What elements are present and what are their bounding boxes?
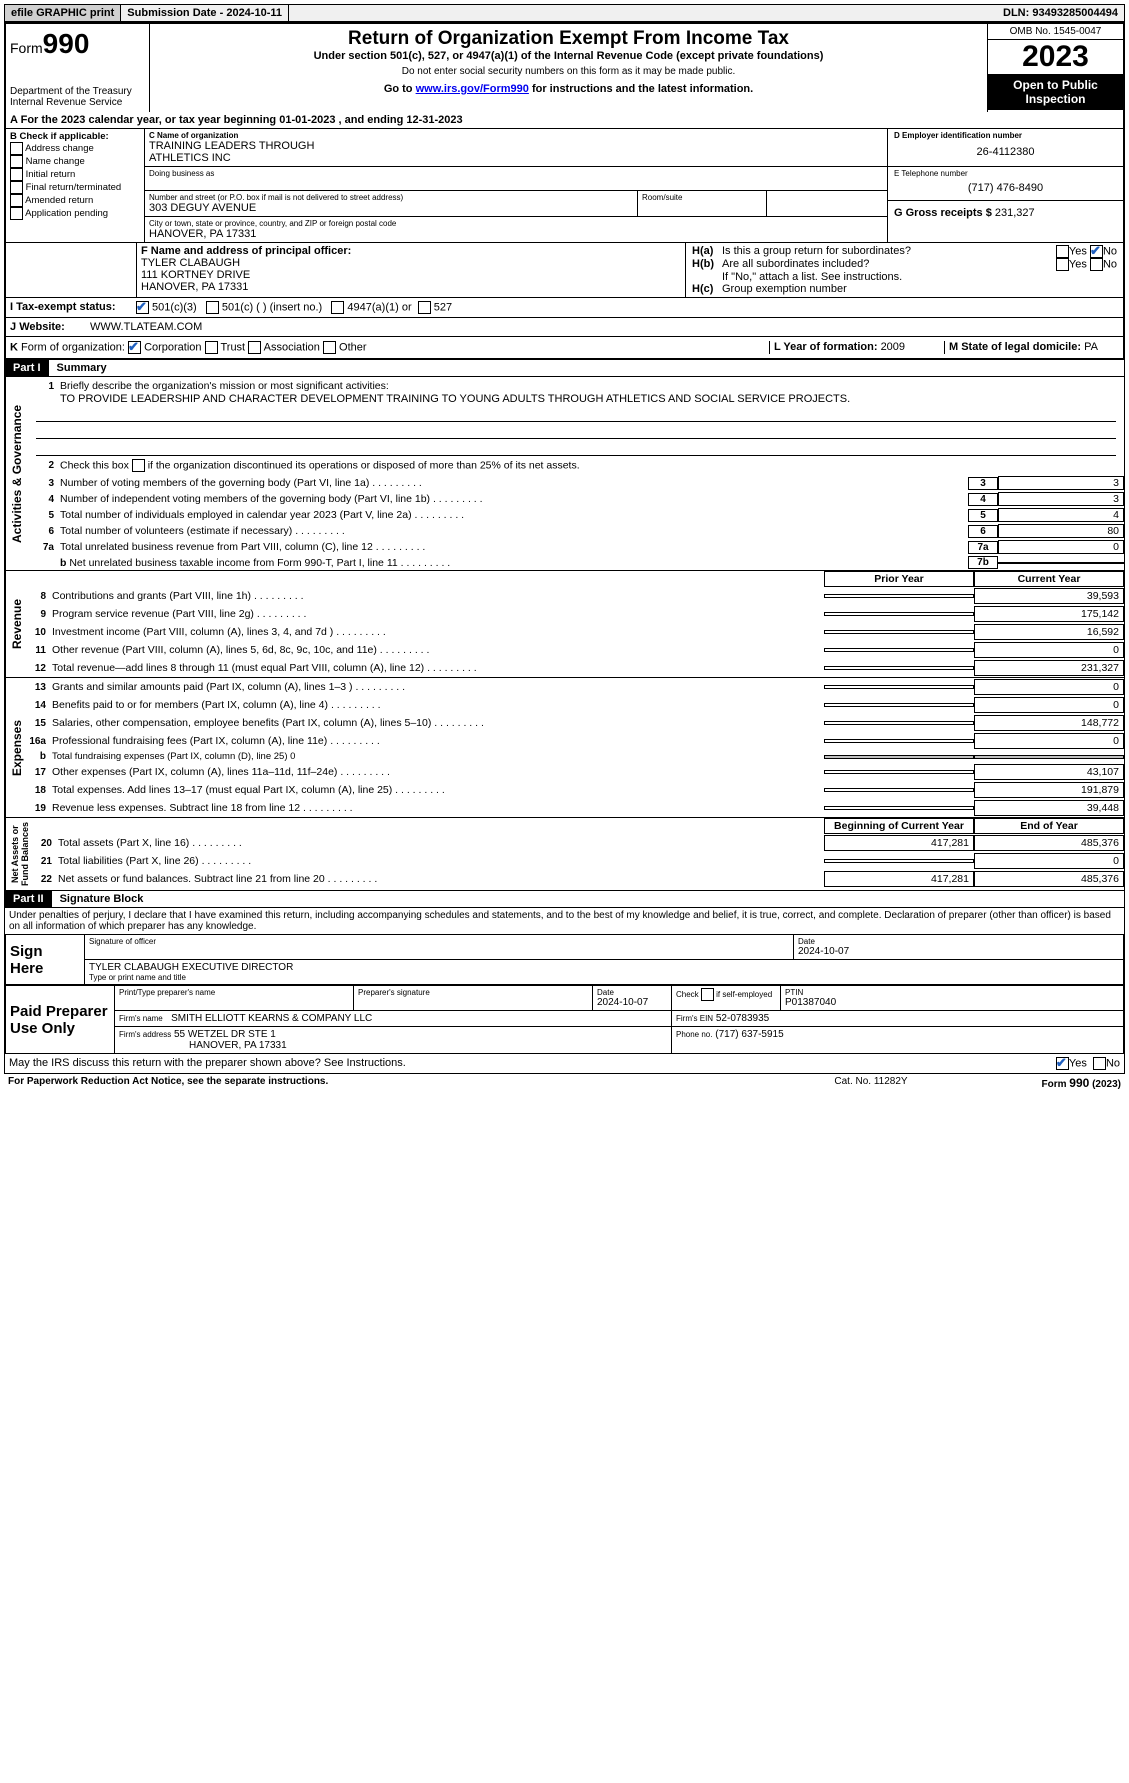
sign-here: Sign Here xyxy=(6,935,85,985)
boxb-item: Application pending xyxy=(10,207,140,220)
summary-line: 3Number of voting members of the governi… xyxy=(28,475,1124,491)
org-address: 303 DEGUY AVENUE xyxy=(149,202,633,214)
ssn-warning: Do not enter social security numbers on … xyxy=(158,66,979,77)
ptin: P01387040 xyxy=(785,997,1119,1008)
vert-expenses: Expenses xyxy=(5,678,28,817)
assoc-checkbox[interactable] xyxy=(248,341,261,354)
finance-line: 21Total liabilities (Part X, line 26)0 xyxy=(34,852,1124,870)
hb-yes-checkbox[interactable] xyxy=(1056,258,1069,271)
501c-checkbox[interactable] xyxy=(206,301,219,314)
firm-ein: 52-0783935 xyxy=(716,1013,769,1024)
form-footer: Form 990 (2023) xyxy=(971,1076,1121,1090)
finance-line: 8Contributions and grants (Part VIII, li… xyxy=(28,587,1124,605)
year-formation: L Year of formation: 2009 xyxy=(769,341,944,354)
ha-yes-checkbox[interactable] xyxy=(1056,245,1069,258)
summary-line: 4Number of independent voting members of… xyxy=(28,491,1124,507)
boxb-item: Name change xyxy=(10,155,140,168)
box-deg: D Employer identification number 26-4112… xyxy=(888,129,1123,242)
mission-text: TO PROVIDE LEADERSHIP AND CHARACTER DEVE… xyxy=(36,393,1116,405)
efile-print-button[interactable]: efile GRAPHIC print xyxy=(5,5,121,21)
boxb-item: Final return/terminated xyxy=(10,181,140,194)
boxb-item: Initial return xyxy=(10,168,140,181)
firm-name: SMITH ELLIOTT KEARNS & COMPANY LLC xyxy=(171,1013,372,1024)
tax-year: 2023 xyxy=(988,40,1123,74)
finance-line: 10Investment income (Part VIII, column (… xyxy=(28,623,1124,641)
dln: DLN: 93493285004494 xyxy=(997,5,1124,21)
website: WWW.TLATEAM.COM xyxy=(90,321,202,333)
vert-netassets: Net Assets or Fund Balances xyxy=(5,818,34,890)
paid-preparer-label: Paid Preparer Use Only xyxy=(6,986,115,1054)
form-id: Form990 Department of the Treasury Inter… xyxy=(6,24,150,112)
phone: (717) 476-8490 xyxy=(894,178,1117,198)
finance-line: 16aProfessional fundraising fees (Part I… xyxy=(28,732,1124,750)
finance-line: 20Total assets (Part X, line 16)417,2814… xyxy=(34,834,1124,852)
boxb-item: Address change xyxy=(10,142,140,155)
year-block: OMB No. 1545-0047 2023 Open to Public In… xyxy=(988,24,1123,112)
finance-line: 12Total revenue—add lines 8 through 11 (… xyxy=(28,659,1124,677)
corp-checkbox[interactable] xyxy=(128,341,141,354)
box-b: B Check if applicable: Address change Na… xyxy=(6,129,145,242)
form-title-block: Return of Organization Exempt From Incom… xyxy=(150,24,988,112)
discuss-yes-checkbox[interactable] xyxy=(1056,1057,1069,1070)
org-city: HANOVER, PA 17331 xyxy=(149,228,883,240)
ein: 26-4112380 xyxy=(894,140,1117,164)
firm-phone: (717) 637-5915 xyxy=(715,1029,783,1040)
submission-date: Submission Date - 2024-10-11 xyxy=(121,5,289,21)
finance-line: 15Salaries, other compensation, employee… xyxy=(28,714,1124,732)
box-h: H(a)Is this a group return for subordina… xyxy=(686,243,1123,297)
501c3-checkbox[interactable] xyxy=(136,301,149,314)
finance-line: 13Grants and similar amounts paid (Part … xyxy=(28,678,1124,696)
gross-receipts: 231,327 xyxy=(995,207,1035,219)
summary-line: 7aTotal unrelated business revenue from … xyxy=(28,539,1124,555)
summary-line: b Net unrelated business taxable income … xyxy=(28,555,1124,570)
box-f: F Name and address of principal officer:… xyxy=(137,243,686,297)
finance-line: 17Other expenses (Part IX, column (A), l… xyxy=(28,763,1124,781)
ha-no-checkbox[interactable] xyxy=(1090,245,1103,258)
dept-treasury: Department of the Treasury Internal Reve… xyxy=(10,86,145,108)
discuss-no-checkbox[interactable] xyxy=(1093,1057,1106,1070)
state-domicile: M State of legal domicile: PA xyxy=(944,341,1119,354)
instructions-link[interactable]: www.irs.gov/Form990 xyxy=(416,83,529,95)
hb-no-checkbox[interactable] xyxy=(1090,258,1103,271)
other-checkbox[interactable] xyxy=(323,341,336,354)
discontinued-checkbox[interactable] xyxy=(132,459,145,472)
form-title: Return of Organization Exempt From Incom… xyxy=(158,28,979,50)
finance-line: 11Other revenue (Part VIII, column (A), … xyxy=(28,641,1124,659)
box-c: C Name of organization TRAINING LEADERS … xyxy=(145,129,888,242)
boxb-item: Amended return xyxy=(10,194,140,207)
open-inspection: Open to Public Inspection xyxy=(988,74,1123,110)
discuss-question: May the IRS discuss this return with the… xyxy=(9,1057,1056,1070)
officer-name: TYLER CLABAUGH EXECUTIVE DIRECTOR xyxy=(89,962,1119,973)
vert-revenue: Revenue xyxy=(5,571,28,677)
org-name: TRAINING LEADERS THROUGH ATHLETICS INC xyxy=(149,140,883,164)
omb-number: OMB No. 1545-0047 xyxy=(988,24,1123,40)
summary-line: 6Total number of volunteers (estimate if… xyxy=(28,523,1124,539)
finance-line: 14Benefits paid to or for members (Part … xyxy=(28,696,1124,714)
pra-notice: For Paperwork Reduction Act Notice, see … xyxy=(8,1076,771,1090)
finance-line: 18Total expenses. Add lines 13–17 (must … xyxy=(28,781,1124,799)
4947-checkbox[interactable] xyxy=(331,301,344,314)
vert-activities: Activities & Governance xyxy=(5,377,28,570)
finance-line: 19Revenue less expenses. Subtract line 1… xyxy=(28,799,1124,817)
summary-line: 5Total number of individuals employed in… xyxy=(28,507,1124,523)
finance-line: bTotal fundraising expenses (Part IX, co… xyxy=(28,750,1124,763)
self-employed-checkbox[interactable] xyxy=(701,988,714,1001)
instructions-link-row: Go to www.irs.gov/Form990 for instructio… xyxy=(158,83,979,95)
part1-header: Part I xyxy=(5,360,49,376)
527-checkbox[interactable] xyxy=(418,301,431,314)
finance-line: 9Program service revenue (Part VIII, lin… xyxy=(28,605,1124,623)
perjury-statement: Under penalties of perjury, I declare th… xyxy=(5,908,1124,934)
form-subtitle: Under section 501(c), 527, or 4947(a)(1)… xyxy=(158,50,979,62)
part2-header: Part II xyxy=(5,891,52,907)
sign-date: 2024-10-07 xyxy=(798,946,1119,957)
topbar: efile GRAPHIC print Submission Date - 20… xyxy=(4,4,1125,22)
finance-line: 22Net assets or fund balances. Subtract … xyxy=(34,870,1124,888)
tax-year-period: A For the 2023 calendar year, or tax yea… xyxy=(6,112,1123,129)
trust-checkbox[interactable] xyxy=(205,341,218,354)
cat-no: Cat. No. 11282Y xyxy=(771,1076,971,1090)
